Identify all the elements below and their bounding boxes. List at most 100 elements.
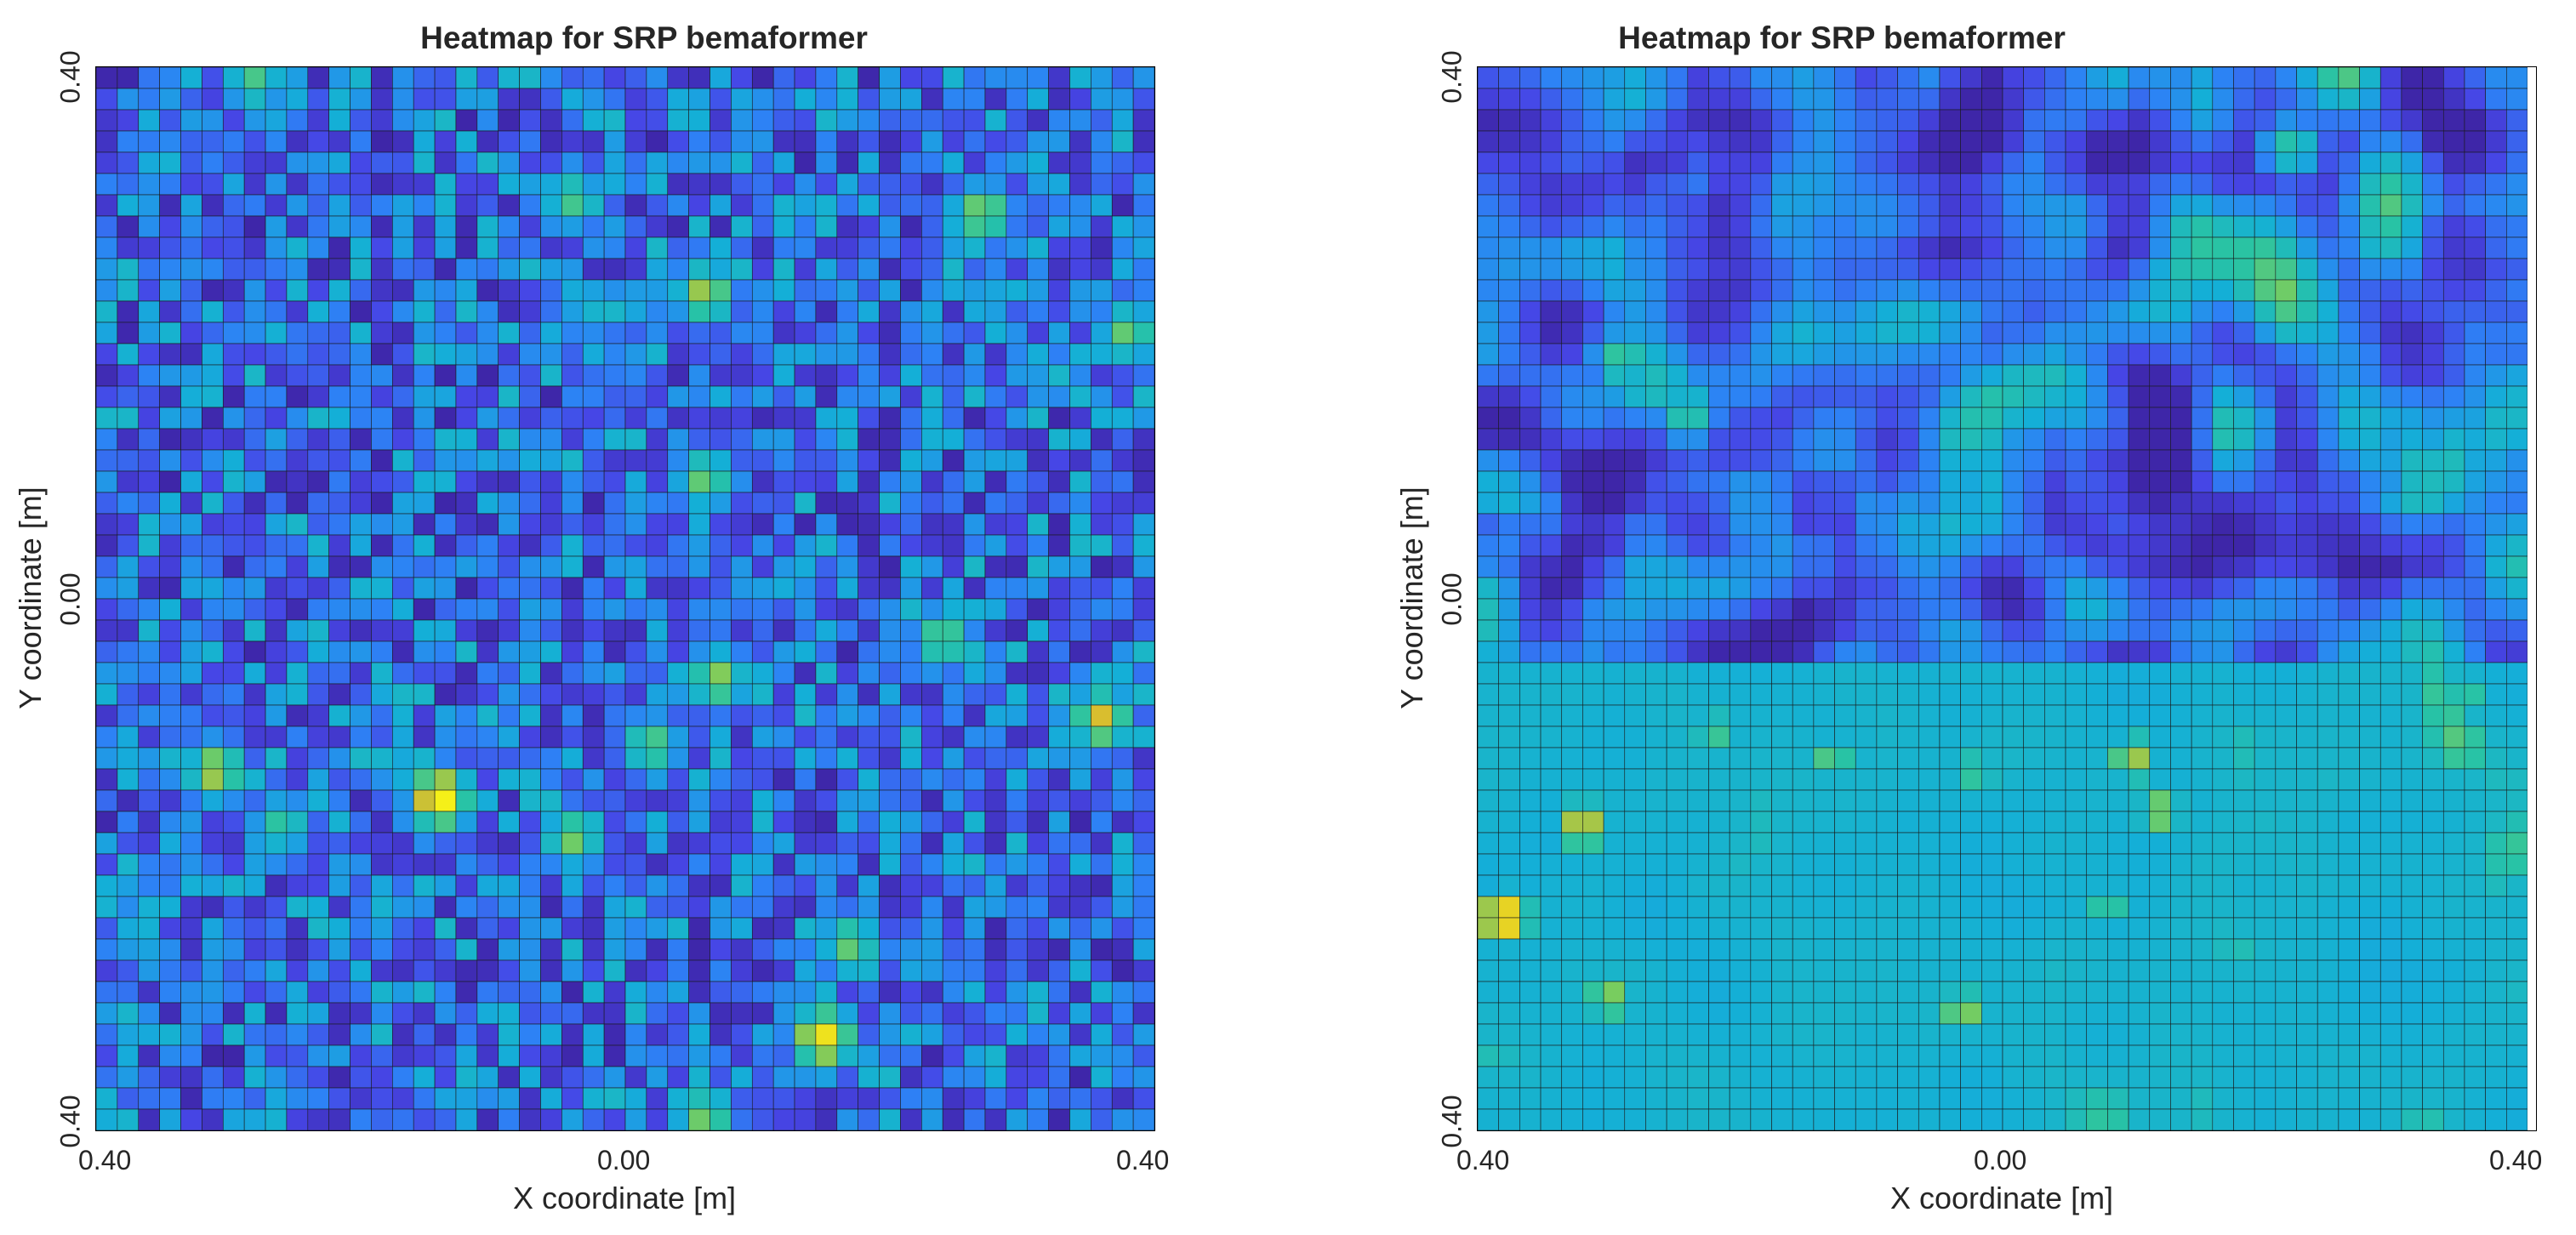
heatmap-cell bbox=[2212, 407, 2234, 430]
heatmap-cell bbox=[519, 492, 541, 515]
heatmap-cell bbox=[561, 768, 584, 791]
heatmap-cell bbox=[328, 385, 350, 408]
heatmap-cell bbox=[2065, 428, 2088, 451]
heatmap-cell bbox=[794, 236, 817, 259]
heatmap-cell bbox=[498, 194, 520, 217]
heatmap-cell bbox=[1561, 364, 1583, 387]
heatmap-cell bbox=[1876, 874, 1898, 897]
heatmap-cell bbox=[1069, 194, 1091, 217]
heatmap-cell bbox=[772, 811, 795, 834]
heatmap-cell bbox=[667, 513, 689, 536]
heatmap-cell bbox=[2506, 959, 2528, 982]
heatmap-cell bbox=[794, 343, 817, 366]
heatmap-cell bbox=[1792, 1044, 1815, 1067]
heatmap-cell bbox=[921, 385, 943, 408]
heatmap-cell bbox=[1582, 747, 1604, 770]
heatmap-cell bbox=[731, 640, 753, 663]
heatmap-cell bbox=[476, 279, 499, 302]
heatmap-cell bbox=[794, 577, 817, 600]
heatmap-cell bbox=[646, 428, 669, 451]
heatmap-cell bbox=[96, 917, 118, 940]
heatmap-cell bbox=[2107, 300, 2129, 323]
heatmap-cell bbox=[2317, 385, 2339, 408]
heatmap-cell bbox=[350, 726, 372, 748]
heatmap-cell bbox=[1582, 428, 1604, 451]
heatmap-cell bbox=[688, 726, 710, 748]
heatmap-cell bbox=[2464, 917, 2486, 940]
heatmap-cell bbox=[1855, 938, 1878, 961]
heatmap-cell bbox=[2212, 789, 2234, 812]
heatmap-cell bbox=[2149, 959, 2171, 982]
heatmap-cell bbox=[1729, 555, 1752, 578]
heatmap-cell bbox=[731, 555, 753, 578]
heatmap-cell bbox=[667, 236, 689, 259]
heatmap-cell bbox=[1582, 364, 1604, 387]
heatmap-cell bbox=[2401, 300, 2423, 323]
heatmap-cell bbox=[921, 534, 943, 557]
heatmap-cell bbox=[1091, 173, 1113, 196]
heatmap-cell bbox=[1666, 704, 1689, 727]
heatmap-cell bbox=[688, 130, 710, 153]
heatmap-cell bbox=[921, 981, 943, 1004]
heatmap-cell bbox=[2296, 1002, 2318, 1025]
heatmap-cell bbox=[2002, 364, 2024, 387]
heatmap-cell bbox=[1813, 1023, 1835, 1046]
heatmap-cell bbox=[1091, 215, 1113, 238]
heatmap-cell bbox=[1111, 109, 1134, 132]
heatmap-cell bbox=[1813, 577, 1835, 600]
heatmap-cell bbox=[1582, 619, 1604, 642]
heatmap-cell bbox=[1027, 513, 1049, 536]
heatmap-cell bbox=[1708, 874, 1730, 897]
heatmap-cell bbox=[222, 1002, 245, 1025]
heatmap-cell bbox=[328, 1023, 350, 1046]
heatmap-cell bbox=[1006, 917, 1029, 940]
heatmap-cell bbox=[1132, 789, 1154, 812]
heatmap-cell bbox=[1708, 88, 1730, 111]
heatmap-cell bbox=[519, 768, 541, 791]
heatmap-cell bbox=[646, 88, 669, 111]
heatmap-cell bbox=[1960, 1108, 1982, 1130]
heatmap-cell bbox=[265, 173, 288, 196]
heatmap-cell bbox=[1750, 109, 1772, 132]
heatmap-cell bbox=[2464, 236, 2486, 259]
heatmap-cell bbox=[900, 236, 922, 259]
heatmap-cell bbox=[519, 704, 541, 727]
heatmap-cell bbox=[202, 215, 224, 238]
heatmap-cell bbox=[1624, 981, 1646, 1004]
heatmap-cell bbox=[858, 407, 880, 430]
heatmap-cell bbox=[2044, 1087, 2066, 1110]
heatmap-cell bbox=[1048, 343, 1070, 366]
heatmap-cell bbox=[794, 1002, 817, 1025]
heatmap-cell bbox=[1918, 130, 1941, 153]
heatmap-cell bbox=[900, 534, 922, 557]
heatmap-cell bbox=[328, 662, 350, 685]
heatmap-cell bbox=[836, 811, 858, 834]
heatmap-cell bbox=[2191, 789, 2214, 812]
heatmap-cell bbox=[434, 449, 457, 472]
heatmap-cell bbox=[751, 811, 774, 834]
heatmap-cell bbox=[710, 1108, 732, 1130]
heatmap-cell bbox=[307, 640, 329, 663]
heatmap-cell bbox=[1498, 1108, 1520, 1130]
heatmap-cell bbox=[540, 959, 562, 982]
heatmap-cell bbox=[1666, 258, 1689, 281]
heatmap-cell bbox=[476, 109, 499, 132]
heatmap-cell bbox=[582, 513, 605, 536]
heatmap-cell bbox=[540, 428, 562, 451]
heatmap-cell bbox=[561, 215, 584, 238]
heatmap-cell bbox=[1645, 449, 1667, 472]
heatmap-cell bbox=[1624, 470, 1646, 493]
heatmap-cell bbox=[688, 173, 710, 196]
heatmap-cell bbox=[582, 1108, 605, 1130]
heatmap-cell bbox=[2401, 768, 2423, 791]
heatmap-cell bbox=[2379, 1044, 2402, 1067]
heatmap-cell bbox=[2401, 109, 2423, 132]
heatmap-cell bbox=[202, 322, 224, 344]
heatmap-cell bbox=[2170, 1066, 2192, 1089]
heatmap-cell bbox=[519, 258, 541, 281]
heatmap-cell bbox=[710, 917, 732, 940]
heatmap-cell bbox=[815, 1108, 838, 1130]
heatmap-cell bbox=[2317, 726, 2339, 748]
heatmap-cell bbox=[2275, 236, 2297, 259]
heatmap-cell bbox=[286, 577, 309, 600]
